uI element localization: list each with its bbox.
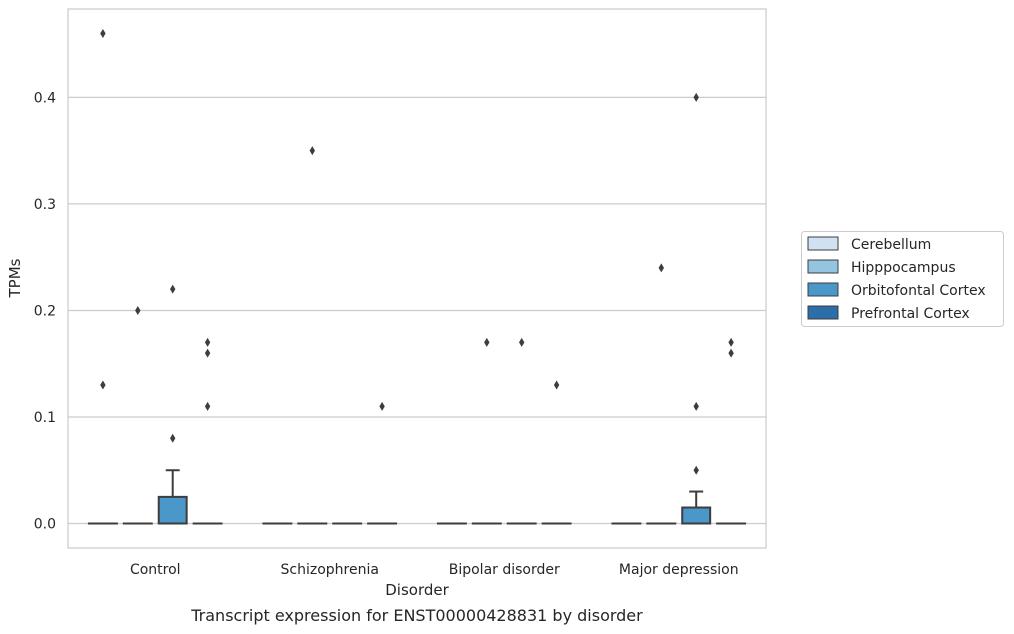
box-plots [87,469,747,525]
y-tick-label: 0.2 [34,303,56,319]
outlier-point [728,337,734,347]
outlier-point [379,401,385,411]
legend-entry: Cerebellum [851,237,931,253]
outlier-point [693,92,699,102]
box-body [681,506,712,525]
legend-entry: Prefrontal Cortex [851,306,970,322]
outlier-point [204,348,211,358]
outlier-point [170,433,176,443]
box-orbitofontal-cortex-major-depression [681,490,712,525]
y-tick-label: 0.1 [34,410,56,426]
legend-entry: Orbitofontal Cortex [851,283,986,299]
outlier-point [135,305,141,315]
legend-entry: Hipppocampus [851,260,956,276]
outlier-point [309,146,315,156]
legend-swatch [807,305,839,320]
outlier-point [100,380,106,390]
figure-caption: Transcript expression for ENST0000042883… [191,606,643,625]
y-tick-label: 0.0 [34,517,56,533]
outlier-point [170,284,176,294]
outlier-points [100,29,734,475]
outlier-point [658,263,664,273]
legend-swatch [807,259,839,274]
outlier-point [693,465,699,475]
outlier-point [728,348,734,358]
box-orbitofontal-cortex-control [157,469,188,525]
x-tick-label: Control [130,562,181,578]
x-tick-label: Major depression [619,562,739,578]
outlier-point [553,380,560,390]
outlier-point [204,337,211,347]
legend-swatch [807,282,839,297]
y-axis-label: TPMs [6,258,24,298]
y-axis-ticks: 0.0 0.1 0.2 0.3 0.4 [34,90,56,532]
outlier-point [204,401,211,411]
legend-frame [801,231,1004,327]
legend: Cerebellum Hipppocampus Orbitofontal Corte… [801,231,1004,327]
x-axis-label: Disorder [385,581,449,599]
y-tick-label: 0.4 [34,90,56,106]
outlier-point [693,401,699,411]
outlier-point [484,337,490,347]
x-tick-label: Bipolar disorder [449,562,560,578]
plot-frame [67,8,767,549]
y-tick-label: 0.3 [34,197,56,213]
legend-swatch [807,236,839,251]
outlier-point [100,29,106,38]
box-body [157,495,188,525]
outlier-point [519,337,525,347]
x-axis-ticks: Control Schizophrenia Bipolar disorder Majo… [130,562,739,578]
gridlines [68,96,766,525]
x-tick-label: Schizophrenia [281,562,379,578]
